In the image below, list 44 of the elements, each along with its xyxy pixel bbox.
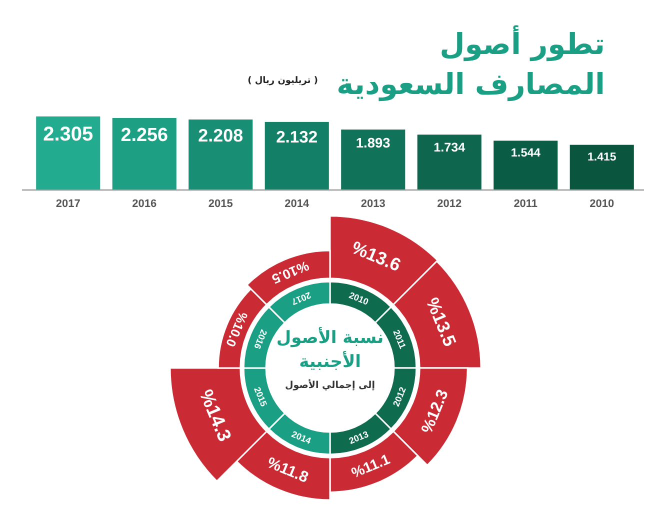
category-label: 2011 [391,328,408,350]
data-label: %13.6 [348,237,404,276]
chart-title: تطور أصول المصارف السعودية [336,27,605,101]
data-label: 2.208 [198,125,244,146]
bar [188,120,253,190]
x-tick-label: 2014 [284,198,310,210]
bar [494,140,558,190]
bar [112,118,176,190]
data-label: 1.415 [588,151,617,164]
data-label: 2.256 [120,124,168,146]
x-tick-label: 2016 [132,198,157,210]
bar [570,144,634,190]
data-label: %11.8 [264,454,312,487]
x-tick-label: 2011 [514,198,538,210]
bar [341,130,406,190]
data-label: %14.3 [194,386,235,445]
category-label: 2015 [252,386,269,408]
data-label: 1.893 [356,135,391,150]
text: نسبة الأصول الأجنبية [275,326,385,374]
x-tick-label: 2017 [56,198,80,210]
bar [36,116,100,190]
x-tick-label: 2015 [208,198,233,210]
chart-subtitle: ( تريليون ريال ) [248,76,318,86]
data-label: 2.132 [276,128,318,147]
x-tick-label: 2010 [590,198,614,210]
x-tick-label: 2012 [437,198,462,210]
data-label: 2.305 [43,123,94,146]
data-label: %10.5 [269,258,312,287]
category-label: 2013 [348,429,370,446]
data-label: %12.3 [418,386,452,436]
category-label: 2012 [391,386,408,408]
category-label: 2014 [290,429,312,446]
bar [264,122,329,190]
text: إلى إجمالي الأصول [284,380,376,391]
data-label: %13.5 [422,294,460,350]
bar [417,134,482,190]
category-label: 2017 [290,290,312,307]
data-label: 1.544 [510,146,541,160]
data-label: %11.1 [349,452,392,482]
data-label: %10.0 [223,310,251,350]
category-label: 2010 [348,290,370,307]
category-label: 2016 [252,328,269,350]
x-tick-label: 2013 [360,198,386,210]
data-label: 1.734 [434,140,466,154]
